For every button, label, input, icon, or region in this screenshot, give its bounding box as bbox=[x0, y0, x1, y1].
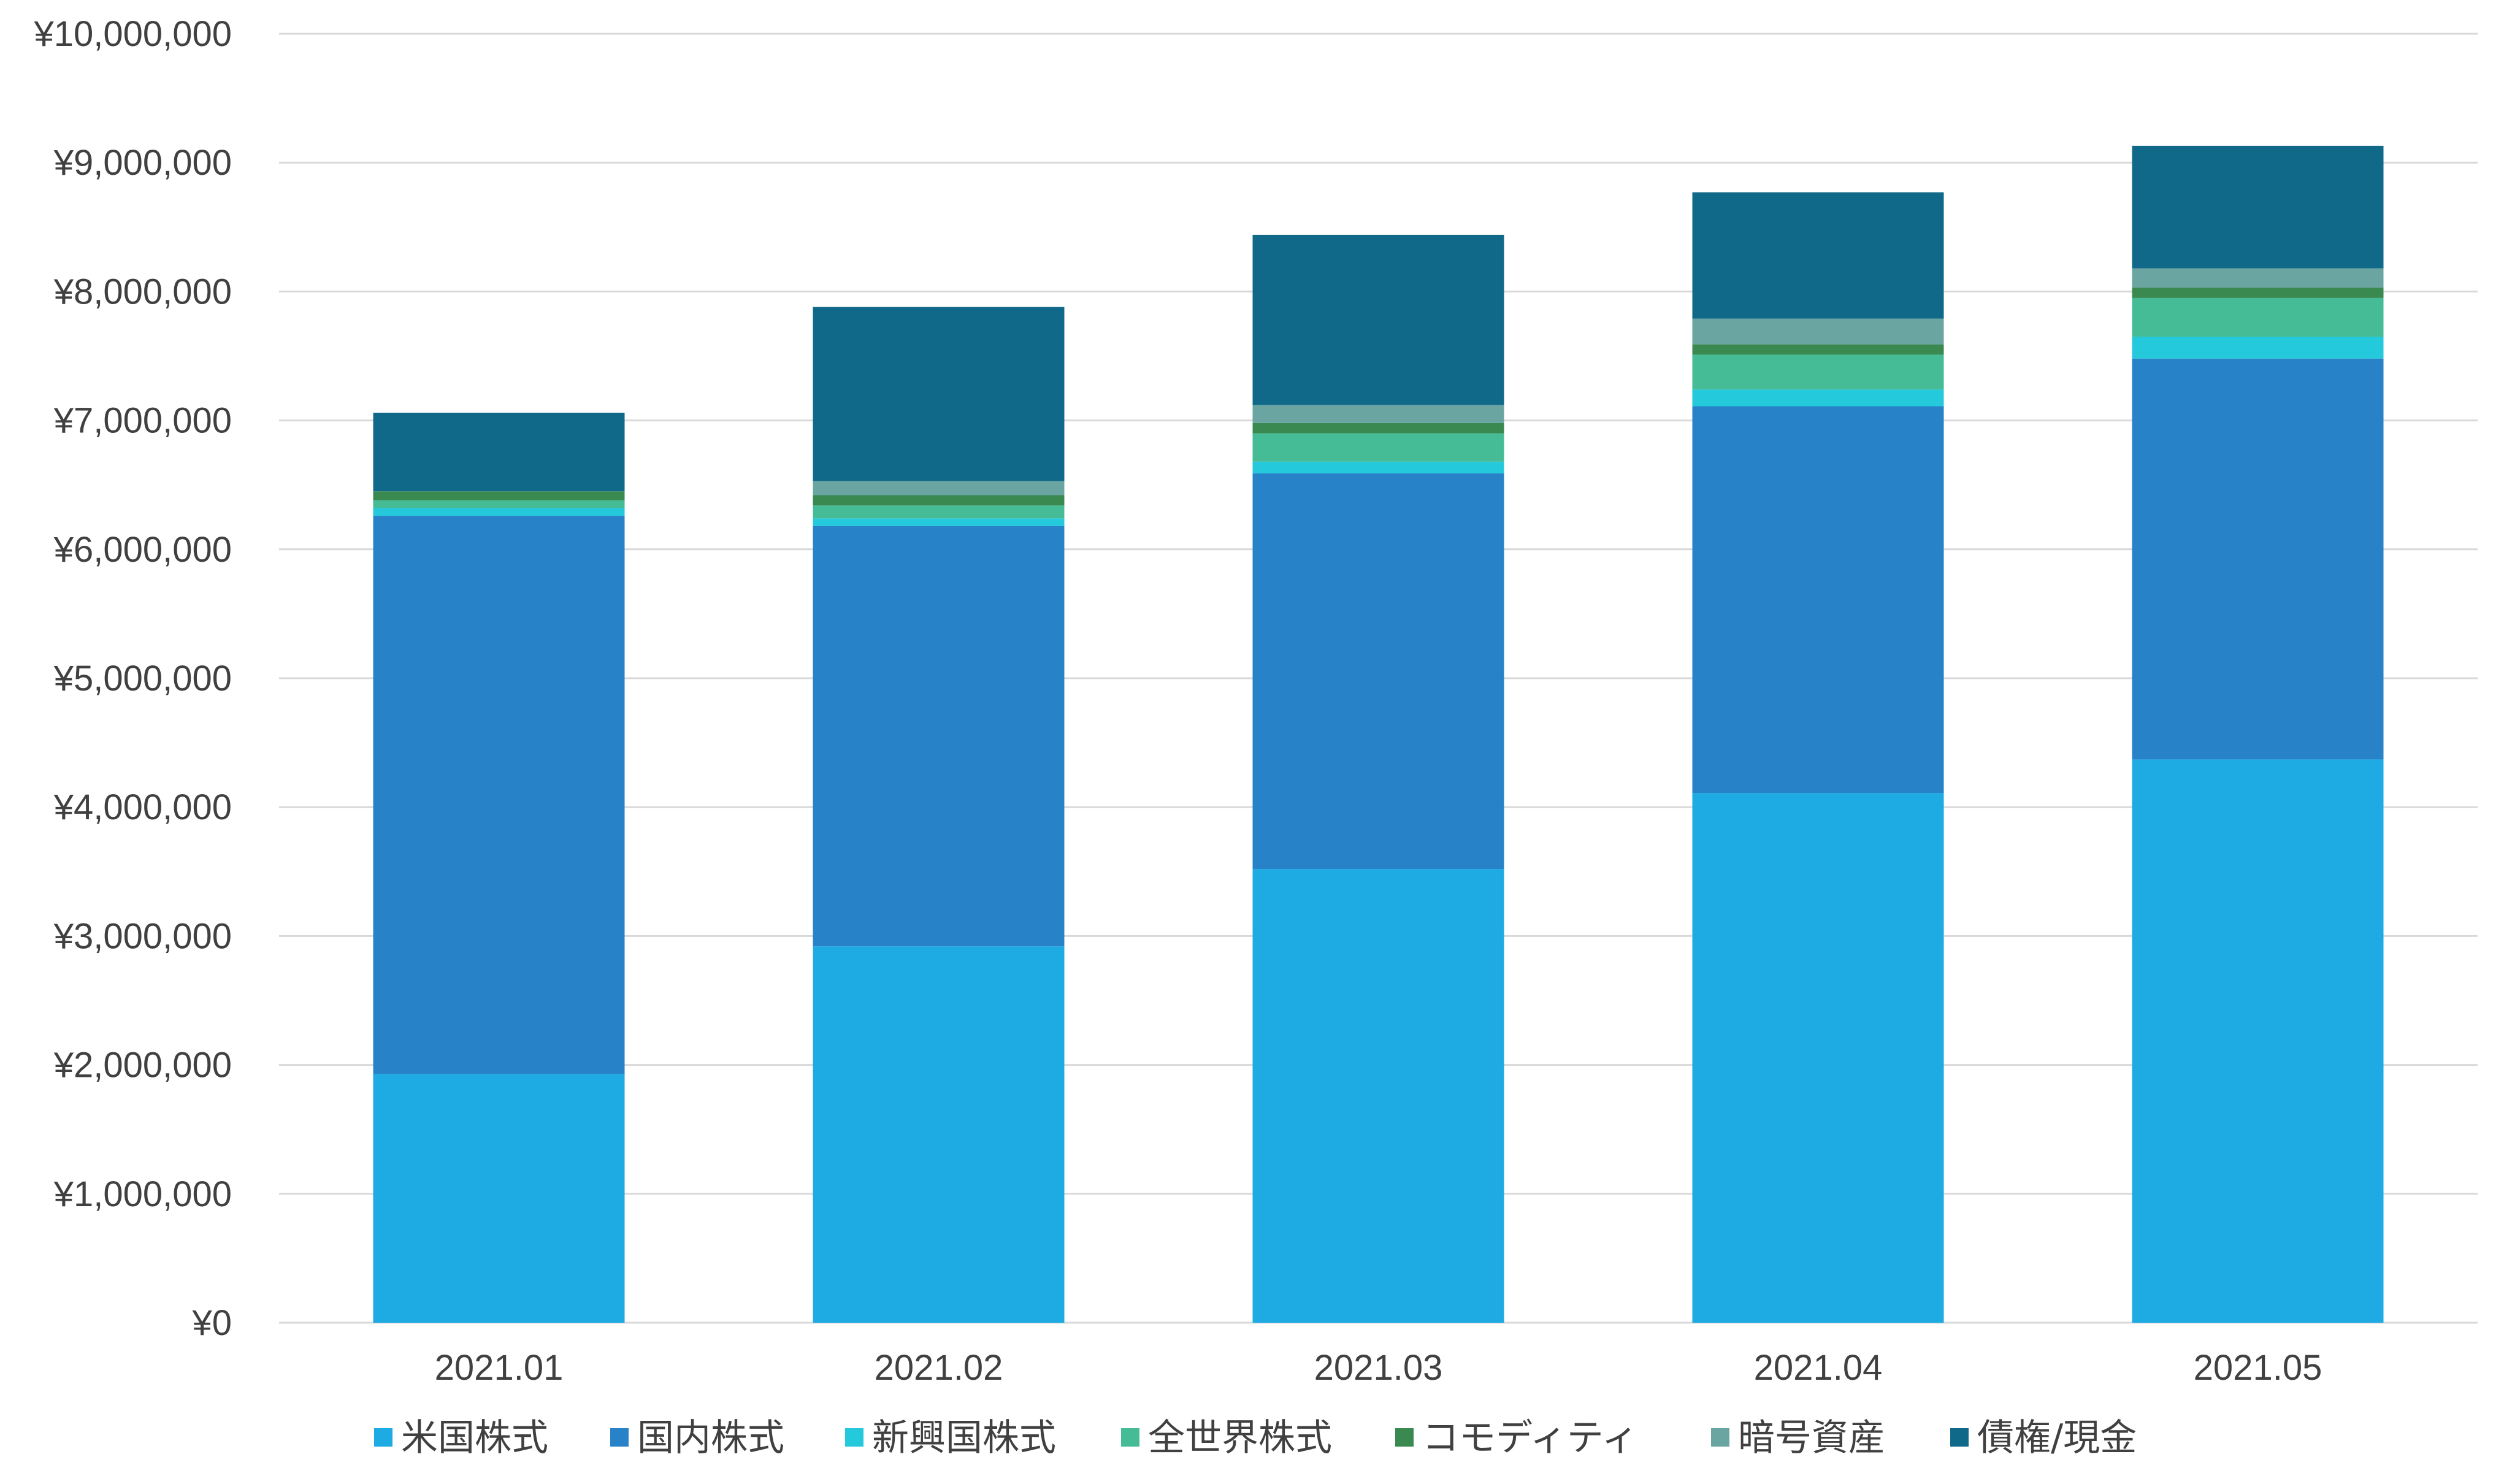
bar-segment bbox=[813, 481, 1065, 495]
bar-stacks bbox=[373, 145, 2384, 1323]
legend-item: 米国株式 bbox=[374, 1417, 548, 1459]
y-tick-label: ¥7,000,000 bbox=[53, 401, 232, 441]
bar-segment bbox=[1252, 461, 1504, 473]
y-tick-label: ¥4,000,000 bbox=[53, 787, 232, 827]
bar-segment bbox=[1692, 389, 1944, 407]
y-tick-label: ¥8,000,000 bbox=[53, 272, 232, 312]
legend-label: 全世界株式 bbox=[1148, 1417, 1332, 1459]
legend-label: 国内株式 bbox=[637, 1417, 784, 1459]
legend-swatch bbox=[610, 1428, 629, 1447]
y-axis-tick-labels: ¥0 ¥1,000,000 ¥2,000,000 ¥3,000,000 ¥4,000,0… bbox=[33, 14, 232, 1343]
legend-label: コモディティ bbox=[1422, 1417, 1638, 1459]
bar-segment bbox=[1252, 869, 1504, 1323]
bar-segment bbox=[2132, 336, 2384, 359]
bar-segment bbox=[373, 412, 625, 492]
bar-segment bbox=[1252, 405, 1504, 423]
bar-segment bbox=[373, 491, 625, 500]
y-tick-label: ¥3,000,000 bbox=[53, 916, 232, 956]
legend-item: 国内株式 bbox=[610, 1417, 784, 1459]
bar-segment bbox=[1252, 234, 1504, 405]
bar-segment bbox=[813, 505, 1065, 519]
y-tick-label: ¥1,000,000 bbox=[53, 1174, 232, 1214]
x-tick-label: 2021.01 bbox=[435, 1348, 564, 1388]
legend-swatch bbox=[845, 1428, 863, 1447]
x-axis-tick-labels: 2021.01 2021.02 2021.03 2021.04 2021.05 bbox=[435, 1348, 2322, 1388]
bar-segment bbox=[1692, 344, 1944, 355]
bar-segment bbox=[373, 516, 625, 1074]
legend-item: 新興国株式 bbox=[845, 1417, 1056, 1459]
x-tick-label: 2021.04 bbox=[1754, 1348, 1883, 1388]
bar-segment bbox=[2132, 145, 2384, 269]
bar-segment bbox=[1252, 473, 1504, 870]
bar-segment bbox=[2132, 358, 2384, 760]
y-tick-label: ¥2,000,000 bbox=[53, 1046, 232, 1085]
bar-segment bbox=[2132, 759, 2384, 1323]
bar-segment bbox=[373, 500, 625, 508]
bar-segment bbox=[813, 946, 1065, 1323]
bar-segment bbox=[1692, 318, 1944, 345]
legend-item: コモディティ bbox=[1395, 1417, 1638, 1459]
bar-stack bbox=[373, 412, 625, 1323]
legend-label: 新興国株式 bbox=[872, 1417, 1056, 1459]
bar-segment bbox=[1692, 192, 1944, 319]
y-tick-label: ¥9,000,000 bbox=[53, 143, 232, 183]
bar-segment bbox=[813, 307, 1065, 481]
legend-swatch bbox=[1121, 1428, 1139, 1447]
bar-segment bbox=[1692, 793, 1944, 1323]
bar-stack bbox=[813, 307, 1065, 1323]
bar-stack bbox=[1252, 234, 1504, 1323]
legend-swatch bbox=[1395, 1428, 1414, 1447]
legend-item: 債権/現金 bbox=[1950, 1417, 2137, 1459]
y-tick-label: ¥5,000,000 bbox=[53, 659, 232, 698]
y-tick-label: ¥6,000,000 bbox=[53, 530, 232, 570]
x-tick-label: 2021.05 bbox=[2194, 1348, 2322, 1388]
legend-item: 暗号資産 bbox=[1711, 1417, 1885, 1459]
bar-segment bbox=[2132, 268, 2384, 288]
legend-item: 全世界株式 bbox=[1121, 1417, 1332, 1459]
legend: 米国株式 国内株式 新興国株式 全世界株式 コモディティ 暗号資産 債権/現金 bbox=[374, 1417, 2137, 1459]
legend-label: 暗号資産 bbox=[1738, 1417, 1885, 1459]
bar-stack bbox=[1692, 192, 1944, 1323]
bar-segment bbox=[813, 526, 1065, 947]
bar-segment bbox=[1692, 354, 1944, 390]
y-tick-label: ¥0 bbox=[191, 1303, 232, 1343]
bar-segment bbox=[2132, 288, 2384, 298]
legend-swatch bbox=[374, 1428, 392, 1447]
bar-segment bbox=[1692, 406, 1944, 794]
bar-segment bbox=[2132, 297, 2384, 337]
x-tick-label: 2021.03 bbox=[1314, 1348, 1443, 1388]
bar-segment bbox=[813, 495, 1065, 506]
legend-swatch bbox=[1711, 1428, 1729, 1447]
y-tick-label: ¥10,000,000 bbox=[33, 14, 232, 54]
legend-label: 債権/現金 bbox=[1977, 1417, 2137, 1459]
bar-segment bbox=[1252, 433, 1504, 462]
legend-swatch bbox=[1950, 1428, 1969, 1447]
legend-label: 米国株式 bbox=[401, 1417, 548, 1459]
bar-segment bbox=[373, 508, 625, 516]
bar-segment bbox=[813, 518, 1065, 526]
x-tick-label: 2021.02 bbox=[875, 1348, 1003, 1388]
bar-stack bbox=[2132, 145, 2384, 1323]
bar-segment bbox=[373, 1074, 625, 1323]
bar-segment bbox=[1252, 423, 1504, 434]
